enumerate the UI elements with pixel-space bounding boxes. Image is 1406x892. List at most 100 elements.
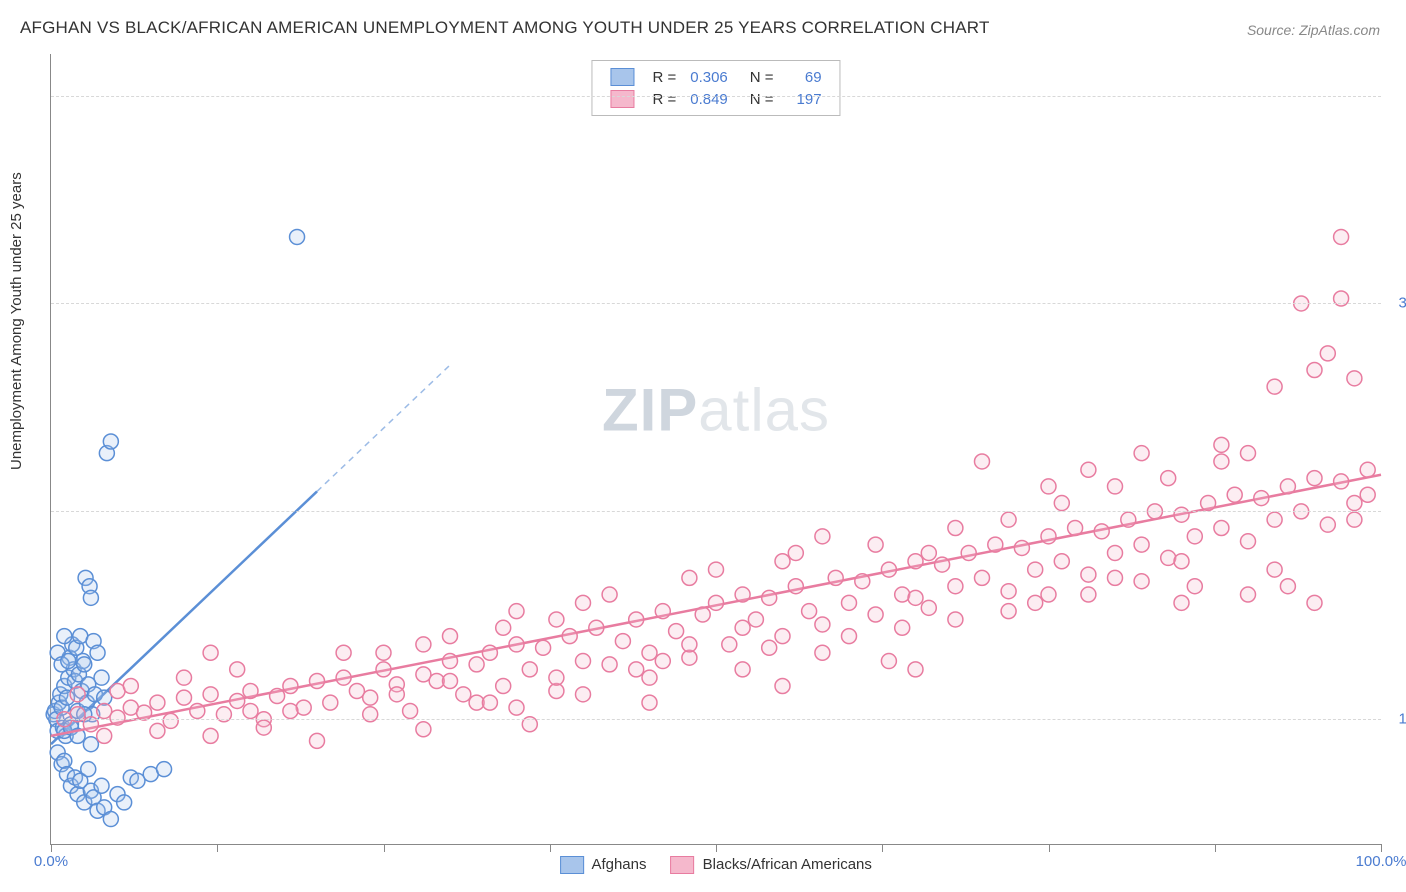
legend-swatch [670,856,694,874]
data-point [602,657,617,672]
data-point [881,654,896,669]
data-point [61,654,76,669]
data-point [1134,537,1149,552]
x-tick-label: 0.0% [34,853,68,870]
data-point [1360,487,1375,502]
legend-item: Blacks/African Americans [670,856,871,874]
data-point [376,662,391,677]
legend-row: R =0.306N =69 [604,67,827,87]
data-point [94,778,109,793]
legend-item: Afghans [560,856,646,874]
data-point [709,562,724,577]
data-point [482,695,497,710]
data-point [57,629,72,644]
data-point [1347,371,1362,386]
data-point [310,674,325,689]
data-point [482,645,497,660]
plot-area: ZIPatlas R =0.306N =69R =0.849N =197 Afg… [50,54,1381,845]
data-point [1028,595,1043,610]
data-point [868,607,883,622]
data-point [150,723,165,738]
data-point [243,683,258,698]
data-point [94,670,109,685]
data-point [536,640,551,655]
data-point [123,679,138,694]
data-point [336,645,351,660]
data-point [509,604,524,619]
legend-n-label: N = [736,67,780,87]
data-point [1280,479,1295,494]
data-point [1161,471,1176,486]
data-point [1041,479,1056,494]
data-point [802,604,817,619]
data-point [775,554,790,569]
data-point [363,690,378,705]
data-point [881,562,896,577]
data-point [296,700,311,715]
data-point [83,737,98,752]
data-point [722,637,737,652]
data-point [137,705,152,720]
data-point [1320,346,1335,361]
data-point [815,529,830,544]
y-axis-label: Unemployment Among Youth under 25 years [8,172,25,470]
data-point [908,662,923,677]
data-point [1108,570,1123,585]
data-point [948,521,963,536]
data-point [735,620,750,635]
data-point [376,645,391,660]
data-point [1267,379,1282,394]
data-point [576,687,591,702]
data-point [669,624,684,639]
legend-swatch [610,68,634,86]
data-point [1347,512,1362,527]
data-point [695,607,710,622]
data-point [522,662,537,677]
data-point [1174,595,1189,610]
data-point [629,662,644,677]
data-point [1121,512,1136,527]
data-point [163,713,178,728]
trend-line-extrap [317,365,450,491]
data-point [1014,540,1029,555]
data-point [389,687,404,702]
data-point [97,728,112,743]
data-point [788,545,803,560]
data-point [310,733,325,748]
data-point [562,629,577,644]
data-point [1241,446,1256,461]
data-point [150,695,165,710]
data-point [70,687,85,702]
data-point [1161,550,1176,565]
data-point [1108,479,1123,494]
data-point [81,762,96,777]
data-point [1334,474,1349,489]
data-point [496,679,511,694]
data-point [828,570,843,585]
data-point [1001,604,1016,619]
data-point [203,728,218,743]
data-point [1334,229,1349,244]
data-point [290,229,305,244]
data-point [509,637,524,652]
data-point [1081,462,1096,477]
data-point [1068,521,1083,536]
data-point [735,662,750,677]
data-point [1081,567,1096,582]
data-point [615,634,630,649]
data-point [336,670,351,685]
data-point [682,637,697,652]
x-tick [217,844,218,852]
data-point [895,620,910,635]
data-point [589,620,604,635]
data-point [709,595,724,610]
x-tick [51,844,52,852]
legend-r-value: 0.849 [684,89,734,109]
y-tick-label: 37.5% [1386,295,1406,312]
data-point [1307,363,1322,378]
data-point [895,587,910,602]
data-point [549,612,564,627]
data-point [948,612,963,627]
data-point [177,690,192,705]
data-point [1187,579,1202,594]
